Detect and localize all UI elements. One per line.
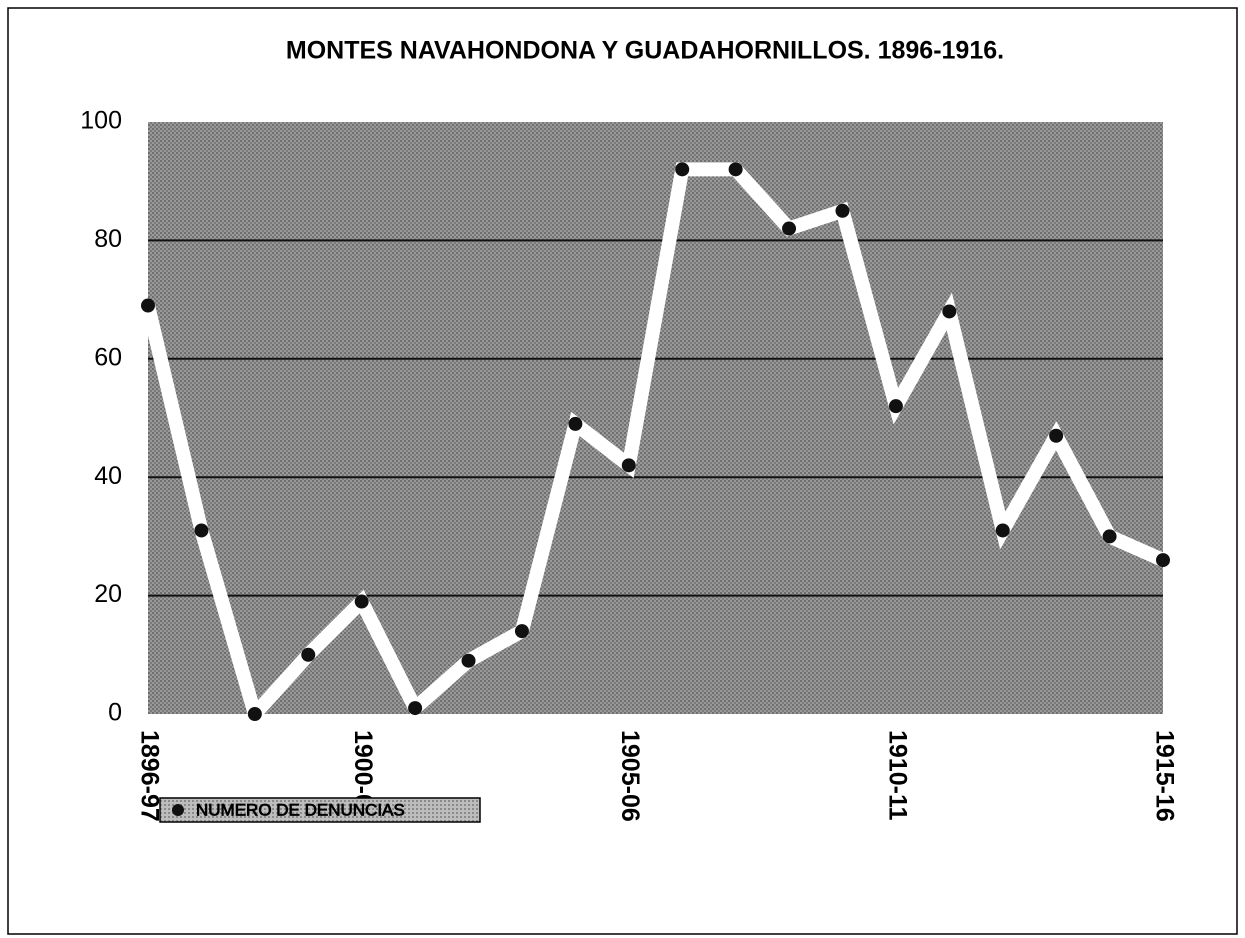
data-point — [514, 624, 529, 639]
data-point — [942, 304, 957, 319]
data-point — [782, 221, 797, 236]
data-point — [194, 523, 209, 538]
y-tick-label: 40 — [94, 462, 122, 490]
frame — [7, 7, 1238, 935]
data-point — [888, 399, 903, 414]
data-point — [675, 162, 690, 177]
x-tick-label: 1905-06 — [616, 730, 644, 822]
data-point — [621, 458, 636, 473]
data-point — [247, 707, 262, 721]
y-tick-label: 100 — [80, 107, 122, 135]
data-point — [141, 298, 155, 313]
y-tick-label: 20 — [94, 580, 122, 608]
data-point — [1102, 529, 1117, 544]
data-point — [728, 162, 743, 177]
series-line — [141, 162, 1166, 729]
legend-label: NUMERO DE DENUNCIAS — [196, 800, 405, 819]
y-tick-label: 80 — [94, 225, 122, 253]
y-tick-label: 0 — [108, 699, 122, 727]
data-point — [995, 523, 1010, 538]
data-point — [354, 594, 369, 609]
data-point — [408, 701, 423, 716]
data-point — [461, 653, 476, 668]
y-tick-label: 60 — [94, 343, 122, 371]
x-tick-label: 1910-11 — [883, 730, 911, 820]
legend-box — [159, 797, 481, 823]
data-point — [1156, 553, 1170, 568]
plot-area — [148, 122, 1163, 714]
data-point — [301, 647, 316, 662]
data-point — [835, 203, 850, 218]
x-tick-label: 1915-16 — [1150, 730, 1178, 822]
chart-title: MONTES NAVAHONDONA Y GUADAHORNILLOS. 189… — [286, 37, 1004, 65]
data-point — [1049, 428, 1064, 443]
legend-marker — [172, 804, 184, 816]
x-tick-label: 1896-97 — [135, 730, 163, 822]
data-point — [568, 416, 583, 431]
